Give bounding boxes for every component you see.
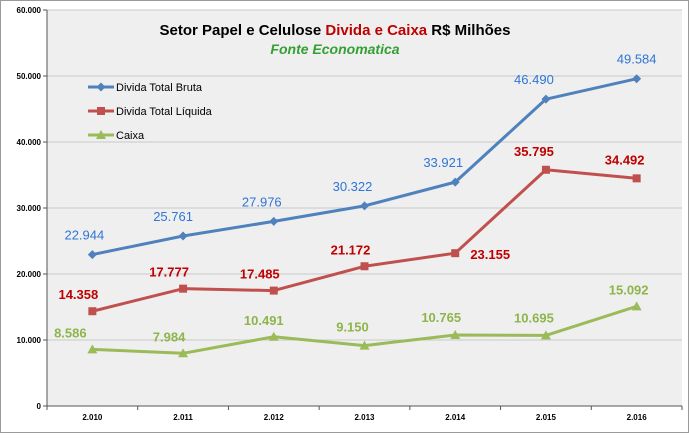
data-label: 7.984 [153, 329, 186, 344]
data-label: 17.485 [240, 267, 280, 282]
legend-label: Divida Total Líquida [116, 106, 213, 118]
legend-marker [96, 82, 106, 92]
legend-marker [96, 130, 106, 139]
data-label: 35.795 [514, 144, 554, 159]
data-label: 17.777 [149, 265, 189, 280]
legend-label: Caixa [116, 130, 145, 142]
data-label: 14.358 [58, 287, 98, 302]
data-point [269, 216, 279, 226]
y-tick-label: 0 [37, 402, 42, 411]
data-point [451, 249, 460, 258]
legend-label: Divida Total Bruta [116, 82, 203, 94]
legend-item: Divida Total Bruta [88, 82, 203, 94]
x-tick-label: 2.012 [264, 413, 285, 422]
chart-title-part: R$ Milhões [427, 22, 510, 39]
axes: 0 10.000 20.000 30.000 40.000 50.000 60.000 2.0… [17, 6, 683, 422]
data-point [631, 301, 642, 311]
x-tick-label: 2.010 [82, 413, 103, 422]
y-tick-label: 40.000 [17, 138, 42, 147]
data-label: 15.092 [609, 282, 649, 297]
legend-item: Divida Total Líquida [88, 106, 213, 118]
series-triangle [87, 301, 642, 358]
data-label: 21.172 [331, 242, 371, 257]
chart-title-part: Divida e Caixa [325, 22, 427, 39]
data-label: 9.150 [336, 320, 369, 335]
data-label: 8.586 [54, 325, 87, 340]
data-point [360, 262, 369, 271]
data-point [360, 201, 369, 211]
x-tick-label: 2.011 [173, 413, 193, 422]
data-point [450, 329, 461, 339]
y-tick-label: 20.000 [17, 270, 42, 279]
data-label: 23.155 [470, 247, 510, 262]
data-label: 25.761 [153, 209, 193, 224]
data-label: 10.765 [421, 310, 461, 325]
data-point [540, 330, 551, 340]
chart-title: Setor Papel e Celulose Divida e Caixa R$… [160, 22, 511, 39]
data-point [178, 231, 188, 241]
data-label: 33.921 [423, 155, 463, 170]
data-label: 46.490 [514, 72, 554, 87]
data-point [88, 307, 97, 316]
data-point [179, 284, 188, 293]
x-tick-label: 2.013 [354, 413, 375, 422]
data-point [268, 331, 279, 341]
series-layer [87, 74, 642, 358]
series-square [88, 165, 641, 316]
data-point [632, 174, 641, 183]
legend-item: Caixa [88, 130, 145, 142]
series-diamond [87, 74, 642, 260]
data-labels: 22.944 25.761 27.976 30.322 33.921 46.490 49.5… [54, 52, 656, 345]
data-point [359, 340, 370, 350]
legend-marker [97, 107, 105, 115]
data-label: 10.491 [244, 313, 284, 328]
legend: Divida Total Bruta Divida Total Líquida Ca… [88, 82, 213, 142]
data-label: 27.976 [242, 194, 282, 209]
data-label: 34.492 [605, 152, 645, 167]
data-label: 49.584 [617, 52, 657, 67]
x-tick-label: 2.014 [445, 413, 466, 422]
x-tick-label: 2.015 [536, 413, 557, 422]
y-tick-label: 10.000 [17, 336, 42, 345]
data-label: 22.944 [64, 228, 104, 243]
y-tick-label: 50.000 [17, 72, 42, 81]
data-point [87, 250, 97, 260]
data-point [541, 94, 551, 104]
data-point [178, 348, 189, 358]
data-point [450, 177, 460, 187]
data-label: 30.322 [333, 179, 373, 194]
chart-title-part: Setor Papel e Celulose [160, 22, 326, 39]
data-point [632, 74, 642, 84]
data-point [87, 344, 98, 354]
data-label: 10.695 [514, 310, 554, 325]
data-point [541, 165, 550, 174]
x-tick-label: 2.016 [627, 413, 648, 422]
y-tick-label: 30.000 [17, 204, 42, 213]
chart-subtitle: Fonte Economatica [270, 41, 399, 57]
y-tick-label: 60.000 [17, 6, 42, 15]
data-point [269, 286, 278, 295]
